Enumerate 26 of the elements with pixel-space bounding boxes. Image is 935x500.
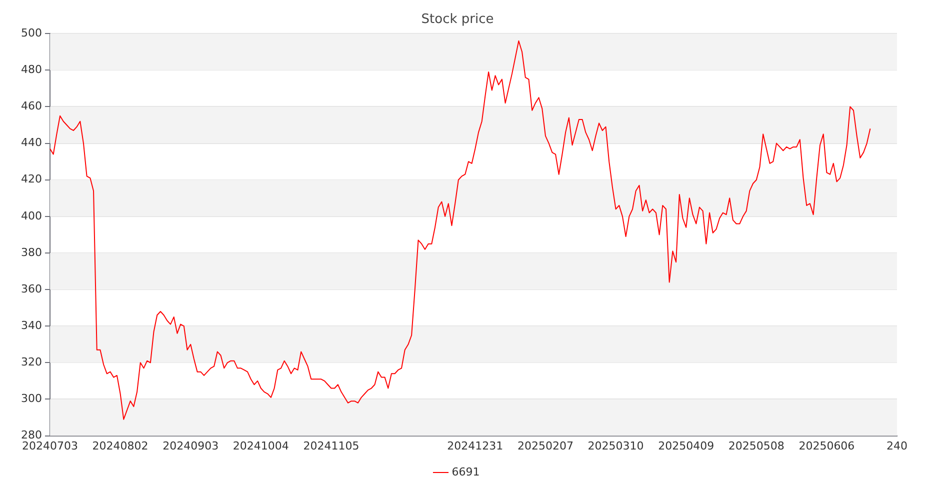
y-tick-label: 500 [20,26,42,40]
y-tick-label: 340 [20,318,42,332]
y-tick-label: 380 [20,246,42,259]
x-tick-label: 20240802 [92,439,148,452]
x-tick-label: 240 [886,439,908,452]
x-tick-label: 20240903 [162,439,219,452]
x-tick-label: 20250310 [588,439,644,452]
x-tick-label: 20250508 [728,439,784,452]
x-tick-label: 20241105 [303,439,360,452]
x-tick-label: 20250207 [517,439,574,452]
y-tick-label: 420 [20,172,42,186]
y-tick-label: 480 [20,63,42,76]
x-tick-label: 20250409 [658,439,714,452]
x-tick-label: 20240703 [22,439,78,452]
y-tick-label: 320 [20,356,42,369]
y-tick-label: 300 [20,392,42,406]
x-tick-label: 20250606 [798,439,855,452]
chart-title: Stock price [421,12,494,28]
legend-label: 6691 [452,465,480,478]
x-tick-label: 20241004 [232,439,289,452]
x-tick-label: 20241231 [447,439,504,452]
y-tick-label: 440 [20,136,42,150]
y-tick-label: 280 [20,428,42,442]
y-tick-label: 360 [20,282,42,296]
y-tick-label: 460 [20,100,42,113]
y-tick-label: 400 [20,209,42,222]
